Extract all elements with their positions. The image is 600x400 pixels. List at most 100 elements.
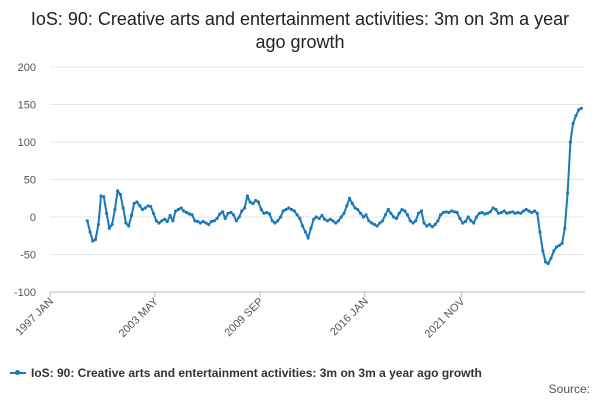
- data-point-169[interactable]: [552, 249, 556, 253]
- data-point-175[interactable]: [568, 140, 573, 144]
- data-point-41[interactable]: [198, 221, 202, 225]
- data-point-66[interactable]: [267, 212, 272, 216]
- data-point-109[interactable]: [386, 207, 390, 212]
- data-point-157[interactable]: [519, 211, 523, 215]
- data-point-35[interactable]: [182, 209, 186, 213]
- data-point-118[interactable]: [411, 221, 415, 225]
- data-point-97[interactable]: [353, 206, 357, 210]
- data-point-70[interactable]: [279, 215, 283, 219]
- data-point-166[interactable]: [544, 260, 548, 264]
- data-point-122[interactable]: [422, 221, 426, 225]
- data-point-113[interactable]: [397, 211, 401, 215]
- data-point-114[interactable]: [400, 207, 404, 212]
- data-point-38[interactable]: [190, 213, 194, 217]
- data-point-52[interactable]: [229, 210, 233, 215]
- data-point-144[interactable]: [483, 212, 487, 216]
- data-point-121[interactable]: [419, 209, 423, 213]
- data-point-99[interactable]: [359, 211, 363, 215]
- data-point-73[interactable]: [287, 206, 291, 210]
- data-point-79[interactable]: [303, 230, 307, 234]
- data-point-45[interactable]: [209, 219, 214, 224]
- data-point-7[interactable]: [105, 211, 109, 215]
- data-point-168[interactable]: [549, 256, 553, 260]
- data-point-85[interactable]: [320, 213, 324, 218]
- data-point-90[interactable]: [334, 221, 338, 225]
- data-point-56[interactable]: [240, 209, 244, 213]
- data-point-127[interactable]: [436, 219, 440, 223]
- data-point-100[interactable]: [361, 215, 365, 219]
- data-point-37[interactable]: [187, 212, 192, 216]
- data-point-0[interactable]: [85, 219, 89, 223]
- data-point-3[interactable]: [93, 237, 98, 242]
- data-point-28[interactable]: [163, 217, 167, 221]
- data-point-172[interactable]: [560, 241, 564, 245]
- data-point-84[interactable]: [317, 216, 321, 221]
- data-point-25[interactable]: [154, 219, 158, 223]
- data-point-78[interactable]: [301, 224, 305, 228]
- data-point-50[interactable]: [223, 216, 227, 221]
- data-point-58[interactable]: [245, 194, 249, 198]
- data-point-48[interactable]: [218, 212, 222, 216]
- data-point-103[interactable]: [370, 221, 374, 225]
- data-point-80[interactable]: [306, 236, 310, 240]
- data-point-65[interactable]: [265, 210, 269, 215]
- data-point-92[interactable]: [339, 215, 343, 219]
- data-point-176[interactable]: [571, 121, 575, 125]
- data-point-102[interactable]: [367, 219, 371, 223]
- data-point-36[interactable]: [185, 210, 189, 215]
- data-point-11[interactable]: [116, 189, 120, 193]
- data-point-75[interactable]: [292, 209, 296, 213]
- data-point-153[interactable]: [508, 210, 512, 215]
- data-point-23[interactable]: [149, 204, 153, 209]
- data-point-83[interactable]: [314, 215, 318, 219]
- data-point-74[interactable]: [289, 207, 294, 212]
- data-point-96[interactable]: [350, 201, 354, 206]
- data-point-156[interactable]: [516, 210, 520, 215]
- data-point-130[interactable]: [444, 210, 448, 214]
- data-point-141[interactable]: [474, 215, 479, 219]
- data-point-137[interactable]: [463, 219, 467, 224]
- data-point-148[interactable]: [494, 207, 498, 212]
- data-point-165[interactable]: [541, 249, 545, 253]
- data-point-40[interactable]: [196, 219, 200, 224]
- data-point-146[interactable]: [488, 210, 492, 214]
- data-point-26[interactable]: [157, 221, 161, 225]
- data-point-39[interactable]: [193, 219, 197, 223]
- data-point-30[interactable]: [168, 213, 172, 218]
- data-point-87[interactable]: [325, 219, 329, 223]
- data-point-4[interactable]: [96, 222, 100, 227]
- data-point-163[interactable]: [535, 211, 539, 215]
- data-point-108[interactable]: [383, 213, 387, 217]
- data-point-160[interactable]: [527, 209, 531, 213]
- data-point-24[interactable]: [151, 211, 156, 215]
- data-point-155[interactable]: [513, 211, 517, 215]
- data-point-49[interactable]: [221, 210, 225, 214]
- data-point-101[interactable]: [364, 213, 368, 217]
- data-point-59[interactable]: [248, 200, 252, 204]
- data-point-126[interactable]: [433, 222, 437, 227]
- data-point-154[interactable]: [510, 210, 515, 214]
- data-point-62[interactable]: [256, 200, 260, 204]
- data-point-119[interactable]: [414, 219, 418, 223]
- data-point-13[interactable]: [121, 206, 125, 210]
- data-point-125[interactable]: [430, 225, 434, 229]
- data-point-174[interactable]: [566, 191, 570, 195]
- data-point-145[interactable]: [486, 211, 490, 215]
- data-point-18[interactable]: [135, 200, 139, 204]
- data-point-63[interactable]: [259, 207, 263, 212]
- data-point-33[interactable]: [176, 207, 180, 212]
- data-point-143[interactable]: [480, 210, 484, 215]
- data-point-42[interactable]: [201, 219, 205, 224]
- data-point-60[interactable]: [251, 201, 255, 206]
- data-point-120[interactable]: [416, 211, 421, 215]
- data-point-177[interactable]: [574, 114, 578, 118]
- data-point-138[interactable]: [466, 215, 470, 219]
- data-point-179[interactable]: [579, 106, 584, 110]
- data-point-106[interactable]: [378, 221, 382, 225]
- data-point-17[interactable]: [132, 201, 136, 206]
- data-point-77[interactable]: [298, 216, 302, 221]
- data-point-29[interactable]: [165, 219, 169, 224]
- data-point-12[interactable]: [118, 192, 122, 197]
- data-point-162[interactable]: [532, 209, 537, 213]
- data-point-142[interactable]: [477, 211, 481, 215]
